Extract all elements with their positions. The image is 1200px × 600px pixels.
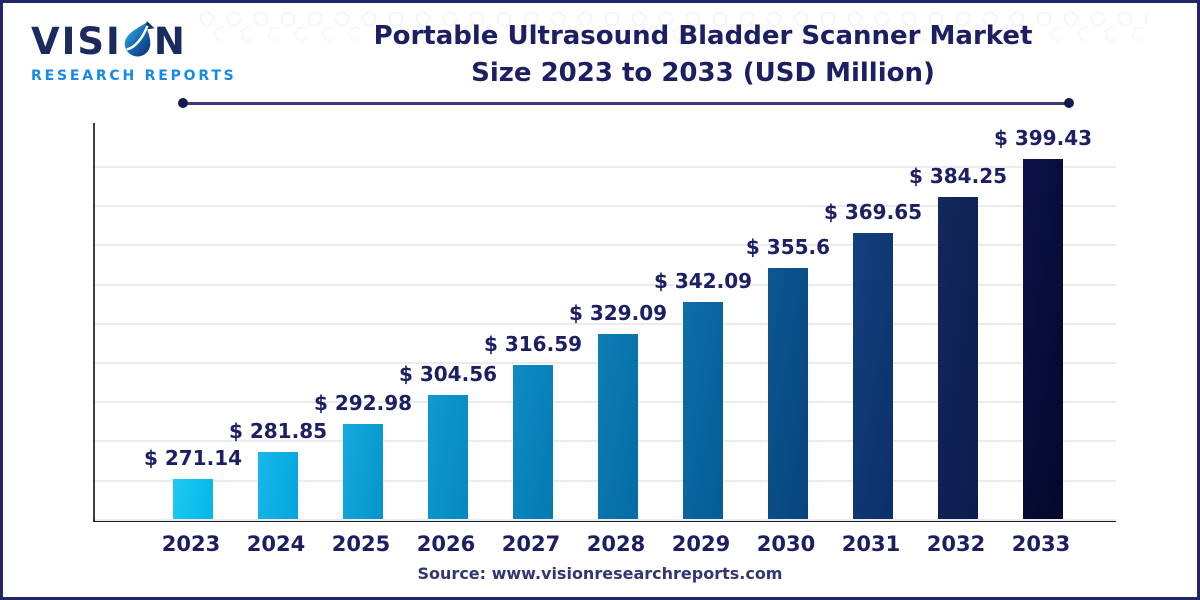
gridline [95, 518, 1116, 521]
bar-value-label-2030: $ 355.6 [745, 235, 831, 259]
x-axis-label-2025: 2025 [331, 532, 391, 556]
gridline [95, 205, 1116, 208]
bar-value-label-2024: $ 281.85 [228, 419, 328, 443]
gridline [95, 322, 1116, 325]
brand-tagline: RESEARCH REPORTS [31, 68, 237, 84]
bar-value-label-2023: $ 271.14 [143, 446, 243, 470]
bar-2031 [853, 233, 893, 519]
bar-2024 [258, 452, 298, 519]
brand-logo: VISI N RESEARCH REPORTS [31, 19, 237, 84]
chart-title-line2: Size 2023 to 2033 (USD Million) [471, 58, 935, 88]
x-axis-label-2029: 2029 [671, 532, 731, 556]
water-drop-icon [124, 21, 155, 57]
bar-value-label-2028: $ 329.09 [568, 301, 668, 325]
x-axis-label-2033: 2033 [1011, 532, 1071, 556]
bar-2026 [428, 395, 468, 519]
bar-value-label-2029: $ 342.09 [653, 269, 753, 293]
bar-value-label-2027: $ 316.59 [483, 332, 583, 356]
chart-title-line1: Portable Ultrasound Bladder Scanner Mark… [373, 21, 1033, 51]
bar-value-label-2025: $ 292.98 [313, 391, 413, 415]
chart-title: Portable Ultrasound Bladder Scanner Mark… [303, 18, 1103, 92]
brand-name-prefix: VISI [31, 20, 122, 63]
gridline [95, 244, 1116, 247]
divider-right-dot [1064, 98, 1074, 108]
brand-name: VISI N [31, 19, 237, 65]
bar-2027 [513, 365, 553, 519]
bar-2033 [1023, 159, 1063, 519]
x-axis-label-2027: 2027 [501, 532, 561, 556]
gridline [95, 166, 1116, 168]
x-axis-label-2028: 2028 [586, 532, 646, 556]
brand-name-suffix: N [153, 20, 187, 63]
x-axis-label-2032: 2032 [926, 532, 986, 556]
title-divider-line [178, 98, 1074, 108]
x-axis-label-2026: 2026 [416, 532, 476, 556]
source-text: Source: www.visionresearchreports.com [417, 564, 783, 583]
x-axis-label-2024: 2024 [246, 532, 306, 556]
x-axis-label-2031: 2031 [841, 532, 901, 556]
x-axis-labels: 2023 2024 2025 2026 2027 2028 2029 2030 2031 2032… [93, 532, 1116, 558]
bar-2023 [173, 479, 213, 519]
bar-2025 [343, 424, 383, 519]
bar-2030 [768, 268, 808, 519]
bar-value-label-2031: $ 369.65 [823, 200, 923, 224]
bar-value-label-2026: $ 304.56 [398, 362, 498, 386]
bar-2029 [683, 302, 723, 519]
gridline [95, 283, 1116, 286]
x-axis-label-2030: 2030 [756, 532, 816, 556]
bar-value-label-2033: $ 399.43 [993, 126, 1093, 150]
bar-chart-plot-area: $ 271.14 $ 281.85 $ 292.98 $ 304.56 $ 316.59… [93, 123, 1116, 522]
divider-left-dot [178, 98, 188, 108]
decorative-circle-pattern [198, 9, 1148, 45]
x-axis-label-2023: 2023 [161, 532, 221, 556]
bar-2032 [938, 197, 978, 519]
bar-2028 [598, 334, 638, 519]
bar-value-label-2032: $ 384.25 [908, 164, 1008, 188]
